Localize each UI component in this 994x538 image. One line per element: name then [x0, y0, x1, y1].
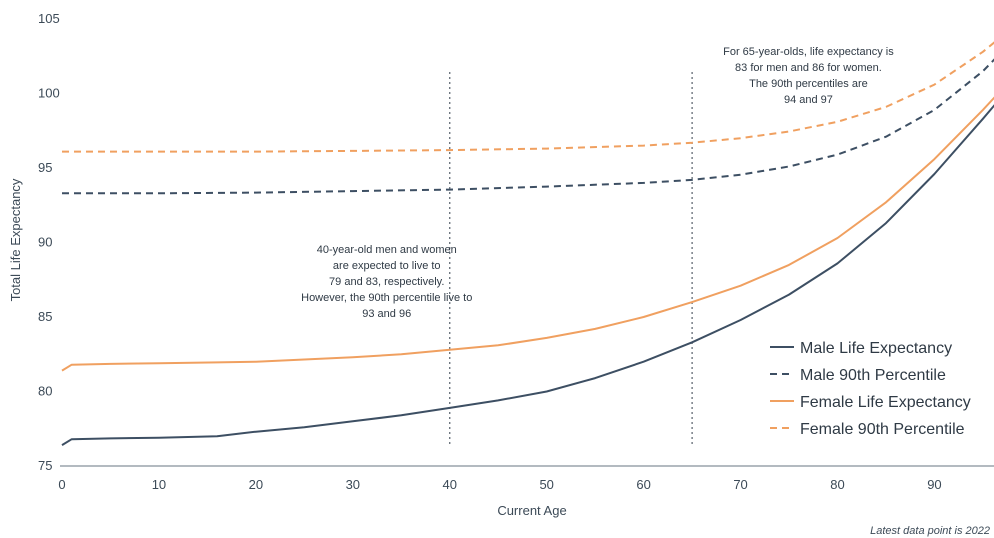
annotation-2-line: 83 for men and 86 for women. [735, 62, 882, 74]
x-tick-label: 70 [733, 477, 747, 492]
annotation-2-line: The 90th percentiles are [749, 78, 868, 90]
annotation-1-line: 79 and 83, respectively. [329, 276, 444, 288]
legend-label-female-90th-percentile: Female 90th Percentile [800, 421, 965, 438]
x-axis-title: Current Age [497, 503, 566, 518]
y-tick-label: 95 [38, 160, 52, 175]
y-tick-label: 75 [38, 458, 52, 473]
annotation-2-line: 94 and 97 [784, 94, 833, 106]
series-lines [61, 41, 994, 446]
x-tick-label: 20 [249, 477, 263, 492]
x-tick-labels: 0 10 20 30 40 50 60 70 80 90 [58, 477, 941, 492]
y-tick-label: 100 [38, 86, 60, 101]
x-tick-label: 30 [346, 477, 360, 492]
x-tick-label: 0 [58, 477, 65, 492]
series-line-male-life-expectancy [61, 104, 994, 446]
y-tick-label: 80 [38, 384, 52, 399]
legend-label-female-life-expectancy: Female Life Expectancy [800, 394, 971, 411]
x-tick-label: 80 [830, 477, 844, 492]
legend: Male Life Expectancy Male 90th Percentile… [770, 340, 971, 438]
series-line-male-90th-percentile [62, 58, 994, 195]
reference-lines [449, 72, 693, 445]
legend-label-male-life-expectancy: Male Life Expectancy [800, 340, 952, 357]
x-tick-label: 50 [539, 477, 553, 492]
y-axis-title: Total Life Expectancy [8, 178, 23, 301]
annotations: 40-year-old men and women are expected to… [301, 46, 894, 320]
series-line-female-90th-percentile [62, 41, 994, 153]
annotation-1-line: However, the 90th percentile live to [301, 292, 472, 304]
x-tick-label: 40 [443, 477, 457, 492]
annotation-2-line: For 65-year-olds, life expectancy is [723, 46, 894, 58]
y-tick-labels: 75 80 85 90 95 100 105 [38, 11, 60, 473]
annotation-1-line: are expected to live to [333, 260, 441, 272]
footnote: Latest data point is 2022 [870, 525, 990, 537]
y-tick-label: 105 [38, 11, 60, 26]
x-tick-label: 10 [152, 477, 166, 492]
annotation-1-line: 93 and 96 [362, 308, 411, 320]
y-tick-label: 90 [38, 235, 52, 250]
y-tick-label: 85 [38, 309, 52, 324]
x-tick-label: 60 [636, 477, 650, 492]
x-tick-label: 90 [927, 477, 941, 492]
legend-label-male-90th-percentile: Male 90th Percentile [800, 367, 946, 384]
annotation-1-line: 40-year-old men and women [317, 244, 457, 256]
series-line-female-life-expectancy [61, 96, 994, 372]
